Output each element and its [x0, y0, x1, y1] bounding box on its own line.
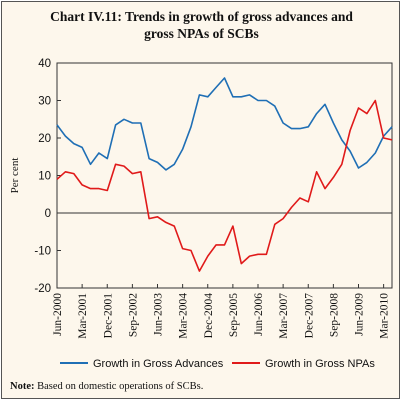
- series-line-2: [56, 99, 393, 272]
- note-text: Based on domestic operations of SCBs.: [34, 381, 204, 392]
- x-tick-label: Dec-2004: [203, 293, 215, 339]
- series-line-1: [56, 77, 393, 171]
- plot-area: [56, 62, 393, 289]
- legend-label-2: Growth in Gross NPAs: [265, 358, 375, 370]
- x-tick-label: Jun-2009: [354, 293, 366, 336]
- x-tick-label: Mar-2001: [77, 293, 89, 339]
- y-tick-label: 30: [38, 96, 51, 108]
- chart-title: Chart IV.11: Trends in growth of gross a…: [2, 8, 401, 42]
- note-label: Note:: [10, 381, 35, 392]
- legend-label-1: Growth in Gross Advances: [93, 358, 224, 370]
- x-tick-label: Mar-2004: [178, 293, 190, 339]
- y-tick-label: -20: [34, 283, 51, 295]
- y-tick-label: 20: [38, 133, 51, 145]
- x-tick-label: Jun-2003: [153, 293, 165, 336]
- x-tick-label: Jun-2006: [253, 293, 265, 336]
- x-tick-label: Dec-2007: [303, 293, 315, 339]
- x-tick-label: Mar-2010: [379, 293, 391, 339]
- y-axis-label: Per cent: [9, 158, 21, 194]
- y-tick-label: 10: [38, 171, 51, 183]
- chart-note: Note: Based on domestic operations of SC…: [10, 381, 203, 392]
- x-tick-label: Mar-2007: [278, 293, 290, 339]
- chart-title-line1: Chart IV.11: Trends in growth of gross a…: [50, 9, 353, 24]
- y-tick-label: -10: [34, 246, 51, 258]
- chart-title-line2: gross NPAs of SCBs: [144, 26, 259, 41]
- y-tick-label: 40: [38, 58, 51, 70]
- x-tick-label: Dec-2001: [102, 293, 114, 339]
- x-tick-label: Sep-2008: [328, 293, 340, 337]
- x-tick-label: Sep-2005: [228, 293, 240, 337]
- x-tick-label: Sep-2002: [127, 293, 139, 337]
- y-tick-label: 0: [45, 208, 51, 220]
- x-tick-label: Jun-2000: [52, 293, 64, 336]
